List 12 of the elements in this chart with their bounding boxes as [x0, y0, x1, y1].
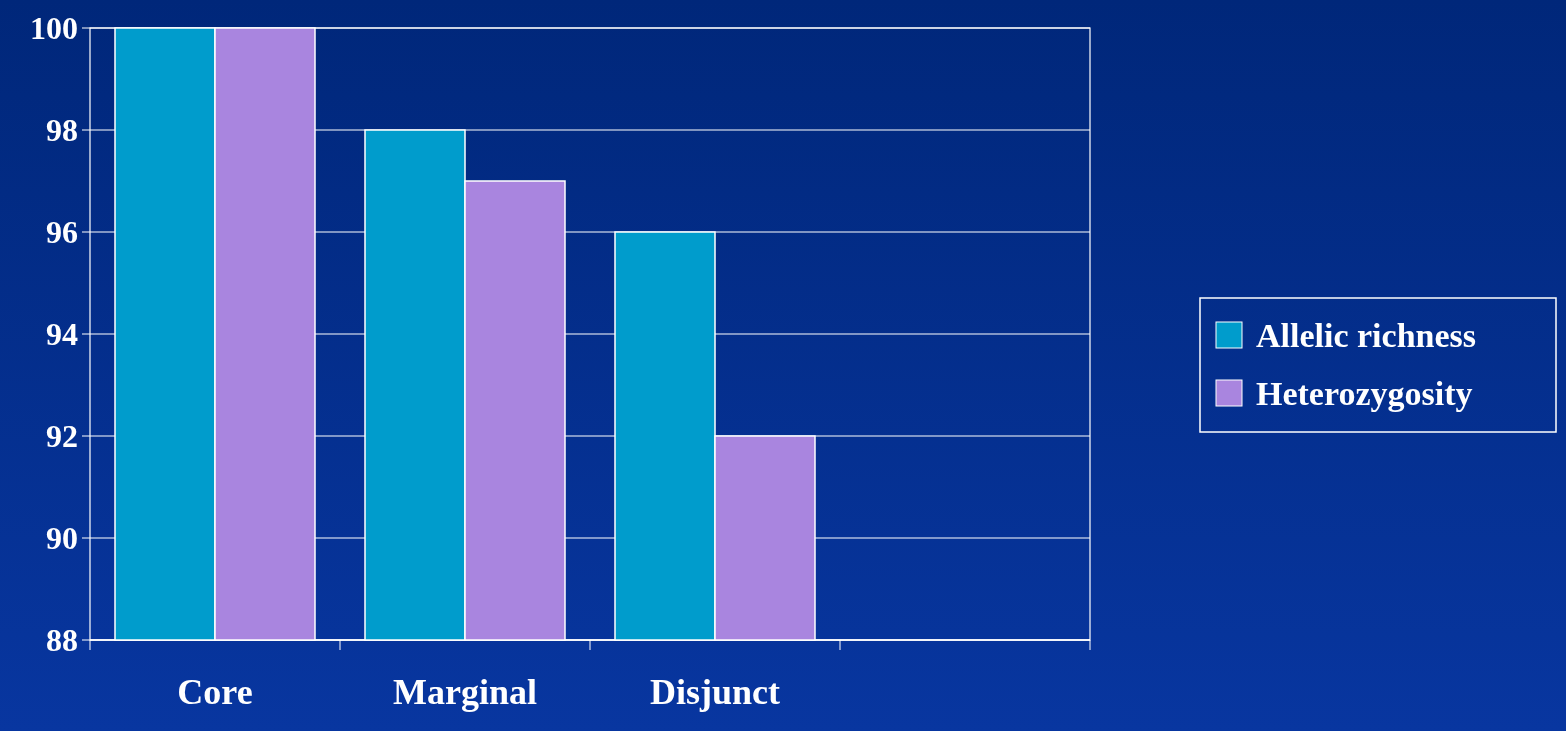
y-tick-label: 100: [30, 10, 78, 47]
legend-label: Heterozygosity: [1256, 374, 1473, 412]
x-tick-label: Disjunct: [649, 672, 781, 712]
y-tick-label: 96: [46, 214, 78, 251]
legend-label: Allelic richness: [1256, 316, 1477, 354]
y-tick-label: 94: [46, 316, 78, 353]
y-tick-label: 90: [46, 520, 78, 557]
x-tick-label: Core: [177, 672, 253, 712]
y-tick-label: 88: [46, 622, 78, 659]
y-tick-label: 92: [46, 418, 78, 455]
y-tick-label: 98: [46, 112, 78, 149]
x-tick-label: Marginal: [393, 672, 537, 712]
